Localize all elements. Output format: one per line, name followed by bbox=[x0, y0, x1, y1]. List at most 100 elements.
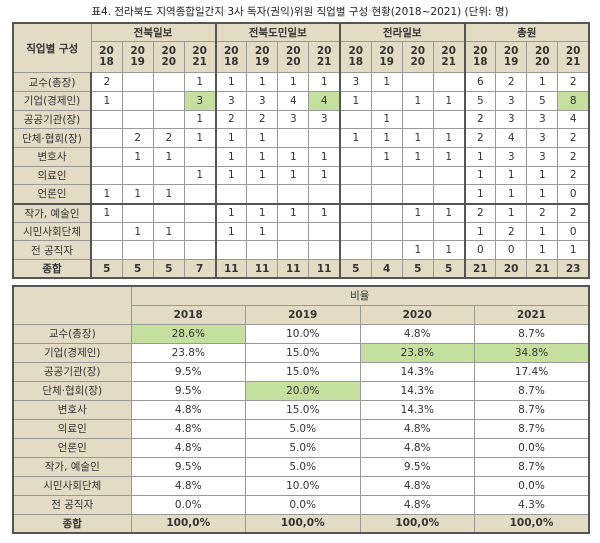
count-cell: 11 bbox=[308, 259, 341, 279]
count-cell: 2 bbox=[152, 128, 185, 148]
table-row: 단체·협회(장) 2 2 1 1 1 1 1 1 1 2 4 3 2 bbox=[12, 128, 590, 148]
table-row: 변호사 1 1 1 1 1 1 1 1 1 1 3 3 2 bbox=[12, 146, 590, 167]
table-title: 표4. 전라북도 지역종합일간지 3사 독자(권익)위원 직업별 구성 현황(2… bbox=[91, 6, 509, 18]
count-cell: 1 bbox=[338, 90, 372, 111]
count-cell bbox=[183, 221, 217, 242]
ratio-cell: 8.7% bbox=[474, 380, 590, 401]
table-row: 공공기관(장) 1 2 2 3 3 1 2 3 3 4 bbox=[12, 109, 590, 130]
count-cell: 1 bbox=[432, 240, 466, 261]
ratio-cell: 15.0% bbox=[245, 342, 361, 363]
count-cell: 1 bbox=[246, 128, 279, 148]
ratio-cell: 0.0% bbox=[130, 494, 246, 515]
count-cell: 1 bbox=[401, 146, 434, 167]
count-cell: 1 bbox=[308, 165, 341, 186]
count-cell: 11 bbox=[277, 259, 310, 279]
table-row: 언론인 1 1 1 1 1 1 0 bbox=[12, 184, 590, 204]
count-cell: 21 bbox=[463, 259, 497, 279]
count-cell: 1 bbox=[121, 146, 154, 167]
count-cell: 1 bbox=[370, 146, 403, 167]
count-cell: 20 bbox=[495, 259, 528, 279]
year-header: 20 21 bbox=[183, 41, 217, 74]
count-cell: 2 bbox=[463, 128, 497, 148]
count-cell: 2 bbox=[89, 72, 123, 92]
count-cell: 1 bbox=[246, 146, 279, 167]
row-label: 전 공직자 bbox=[12, 240, 92, 261]
count-cell: 1 bbox=[214, 146, 248, 167]
row-label: 교수(총장) bbox=[12, 72, 92, 92]
group-header: 총원 bbox=[463, 22, 590, 43]
count-cell: 2 bbox=[246, 109, 279, 130]
count-cell: 5 bbox=[401, 259, 434, 279]
year-header-row: 2018 2019 2020 2021 bbox=[13, 304, 590, 325]
ratio-cell: 4.8% bbox=[359, 475, 475, 496]
ratio-cell: 0.0% bbox=[474, 437, 590, 458]
ratio-cell: 20.0% bbox=[245, 380, 361, 401]
count-cell bbox=[338, 146, 372, 167]
count-cell: 1 bbox=[183, 72, 217, 92]
year-header: 2021 bbox=[474, 304, 590, 325]
ratio-cell: 0.0% bbox=[474, 475, 590, 496]
count-cell bbox=[183, 202, 217, 223]
count-cell bbox=[308, 128, 341, 148]
count-cell bbox=[214, 184, 248, 204]
count-cell bbox=[401, 165, 434, 186]
count-cell bbox=[214, 240, 248, 261]
ratio-cell: 23.8% bbox=[130, 342, 246, 363]
ratio-cell: 4.3% bbox=[474, 494, 590, 515]
table-row: 교수(총장) 28.6% 10.0% 4.8% 8.7% bbox=[12, 323, 590, 344]
count-cell: 1 bbox=[121, 221, 154, 242]
count-cell bbox=[338, 221, 372, 242]
count-cell: 1 bbox=[214, 165, 248, 186]
count-cell: 2 bbox=[463, 202, 497, 223]
year-header: 20 19 bbox=[495, 41, 528, 74]
ratio-header-row: 비율 bbox=[12, 285, 590, 325]
count-cell bbox=[277, 221, 310, 242]
count-cell bbox=[432, 165, 466, 186]
count-cell: 1 bbox=[432, 128, 466, 148]
ratio-cell: 4.8% bbox=[359, 418, 475, 439]
count-cell: 1 bbox=[183, 165, 217, 186]
row-label: 단체·협회(장) bbox=[12, 380, 132, 401]
ratio-cell: 0.0% bbox=[245, 494, 361, 515]
count-cell: 1 bbox=[401, 202, 434, 223]
row-header: 직업별 구성 bbox=[12, 22, 92, 74]
count-cell: 1 bbox=[308, 146, 341, 167]
count-cell bbox=[89, 146, 123, 167]
count-cell: 1 bbox=[463, 221, 497, 242]
year-header: 20 21 bbox=[308, 41, 341, 74]
year-header: 20 19 bbox=[121, 41, 154, 74]
count-cell: 1 bbox=[463, 165, 497, 186]
corner-cell bbox=[12, 285, 132, 325]
count-cell: 1 bbox=[152, 184, 185, 204]
table-row: 의료인 4.8% 5.0% 4.8% 8.7% bbox=[12, 418, 590, 439]
count-cell: 1 bbox=[246, 165, 279, 186]
ratio-cell: 9.5% bbox=[130, 380, 246, 401]
count-cell: 5 bbox=[338, 259, 372, 279]
year-header: 20 18 bbox=[463, 41, 497, 74]
count-cell: 3 bbox=[183, 90, 217, 111]
count-cell: 1 bbox=[463, 184, 497, 204]
year-header: 2020 bbox=[359, 304, 475, 325]
count-cell bbox=[308, 240, 341, 261]
table-row: 전 공직자 1 1 0 0 1 1 bbox=[12, 240, 590, 261]
count-cell: 1 bbox=[214, 221, 248, 242]
ratio-cell: 9.5% bbox=[130, 361, 246, 382]
row-label: 의료인 bbox=[12, 165, 92, 186]
count-cell bbox=[89, 109, 123, 130]
count-cell: 3 bbox=[214, 90, 248, 111]
ratio-cell: 4.8% bbox=[359, 323, 475, 344]
year-header: 20 20 bbox=[401, 41, 434, 74]
row-label: 작가, 예술인 bbox=[12, 456, 132, 477]
ratio-cell: 14.3% bbox=[359, 399, 475, 420]
group-header: 전라일보 bbox=[339, 22, 465, 43]
count-cell bbox=[121, 202, 154, 223]
count-cell: 1 bbox=[89, 202, 123, 223]
count-cell: 0 bbox=[495, 240, 528, 261]
group-header: 전북일보 bbox=[90, 22, 216, 43]
count-cell: 3 bbox=[277, 109, 310, 130]
count-cell: 1 bbox=[121, 184, 154, 204]
count-cell bbox=[432, 109, 466, 130]
row-label: 공공기관(장) bbox=[12, 109, 92, 130]
row-label: 종합 bbox=[12, 259, 92, 279]
ratio-cell: 4.8% bbox=[130, 418, 246, 439]
